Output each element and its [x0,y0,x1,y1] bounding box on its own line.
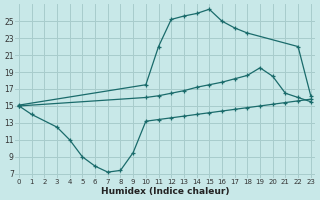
X-axis label: Humidex (Indice chaleur): Humidex (Indice chaleur) [100,187,229,196]
